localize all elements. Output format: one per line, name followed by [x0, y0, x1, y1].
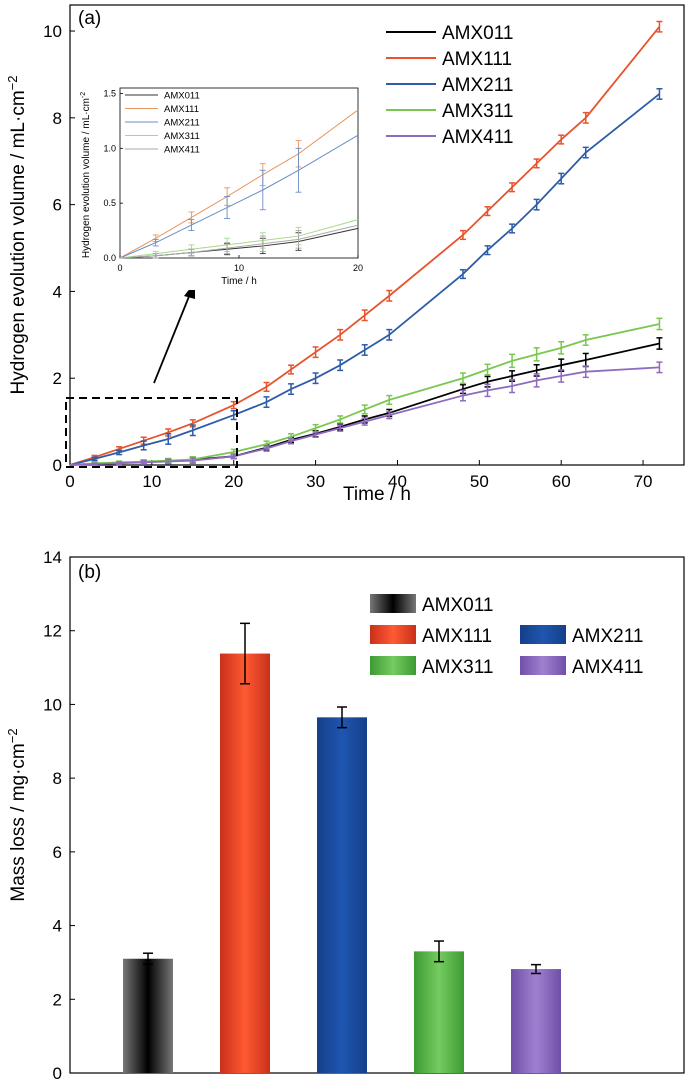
bar-amx411 [511, 969, 561, 1073]
legend-swatch-amx111 [370, 625, 416, 644]
bar-amx211 [317, 717, 367, 1073]
inset-y-axis-label: Hydrogen evolution volume / mL·cm-2 [80, 92, 92, 258]
series-line-amx211 [69, 93, 661, 466]
x-tick-label: 50 [470, 472, 489, 491]
inset-y-tick-label: 1.5 [103, 88, 116, 98]
inset-x-axis-label: Time / h [221, 276, 257, 287]
legend-label-amx111: AMX111 [422, 626, 492, 647]
legend-swatch-amx211 [520, 625, 566, 644]
panel-a-axes: 0 10 20 30 40 50 60 70 0 2 4 6 8 10 [43, 22, 652, 491]
inset-x-tick-label: 20 [353, 263, 363, 273]
x-tick-label: 70 [634, 472, 653, 491]
panel-b-axes: 0 2 4 6 8 10 12 14 [43, 548, 75, 1083]
y-tick-label: 4 [53, 917, 62, 936]
x-tick-label: 30 [306, 472, 325, 491]
zoom-region-box [65, 397, 238, 468]
series-line-amx111 [69, 26, 661, 466]
inset-legend-label-amx011: AMX011 [164, 91, 200, 102]
panel-b-label: (b) [78, 562, 101, 583]
x-tick-label: 60 [552, 472, 571, 491]
x-tick-label: 20 [224, 472, 243, 491]
panel-b-plot-frame [69, 556, 685, 1074]
y-tick-label: 0 [53, 1064, 62, 1083]
legend-label-amx411: AMX411 [442, 127, 513, 148]
legend-label-amx411: AMX411 [572, 657, 643, 678]
bar-amx011 [123, 958, 173, 1073]
series-line-amx411 [69, 366, 660, 466]
legend-label-amx111: AMX111 [442, 49, 512, 70]
bar-amx111 [220, 653, 270, 1073]
y-tick-label: 8 [53, 109, 62, 128]
panel-b-legend: AMX011 AMX111 AMX211 AMX311 AMX411 [370, 594, 643, 678]
inset-y-tick-label: 0.5 [103, 198, 116, 208]
inset-x-tick-label: 0 [117, 263, 122, 273]
y-tick-label: 8 [53, 769, 62, 788]
bar-amx311 [414, 951, 464, 1073]
y-tick-label: 0 [53, 456, 62, 475]
inset-legend-label-amx211: AMX211 [164, 118, 200, 129]
panel-b: (b) 0 2 4 6 8 10 12 14 Mass loss / mg·cm−2 AMX0… [5, 548, 685, 1083]
panel-a-plot-frame [69, 4, 685, 466]
y-tick-label: 4 [53, 282, 62, 301]
y-tick-label: 10 [43, 22, 62, 41]
legend-label-amx011: AMX011 [442, 23, 513, 44]
y-tick-label: 14 [43, 548, 62, 567]
legend-swatch-amx011 [370, 594, 416, 613]
x-tick-label: 0 [65, 472, 74, 491]
inset-legend-label-amx311: AMX311 [164, 131, 200, 142]
inset-y-tick-label: 1.0 [103, 143, 116, 153]
legend-label-amx311: AMX311 [442, 101, 513, 122]
inset-x-tick-label: 10 [234, 263, 244, 273]
panel-a-y-axis-label: Hydrogen evolution volume / mL·cm−2 [5, 76, 29, 395]
legend-swatch-amx411 [520, 656, 566, 675]
panel-a: (a) 0 10 20 30 40 50 60 70 0 2 4 6 8 10 Time / h Hydr… [5, 4, 685, 505]
legend-label-amx311: AMX311 [422, 657, 493, 678]
panel-a-series [69, 20, 663, 466]
y-tick-label: 6 [53, 196, 62, 215]
inset-chart: 0 10 20 0.0 0.5 1.0 1.5 Time / h Hydrogen evol… [75, 75, 367, 290]
zoom-arrow-line [153, 293, 191, 384]
inset-y-tick-label: 0.0 [103, 253, 116, 263]
inset-legend: AMX011 AMX111 AMX211 AMX311 AMX411 [125, 91, 200, 156]
panel-b-y-axis-label: Mass loss / mg·cm−2 [5, 728, 29, 901]
inset-series [119, 109, 359, 259]
inset-axes: 0 10 20 0.0 0.5 1.0 1.5 [103, 88, 363, 273]
panel-b-bars [123, 622, 561, 1073]
panel-a-label: (a) [78, 8, 101, 29]
y-tick-label: 6 [53, 843, 62, 862]
x-tick-label: 10 [142, 472, 161, 491]
panel-a-x-axis-label: Time / h [343, 484, 411, 505]
inset-legend-label-amx411: AMX411 [164, 145, 200, 156]
series-line-amx011 [69, 342, 660, 466]
y-tick-label: 10 [43, 695, 62, 714]
y-tick-label: 2 [53, 369, 62, 388]
inset-legend-label-amx111: AMX111 [164, 104, 199, 115]
legend-label-amx211: AMX211 [442, 75, 513, 96]
legend-label-amx211: AMX211 [572, 626, 643, 647]
y-tick-label: 12 [43, 622, 62, 641]
legend-swatch-amx311 [370, 656, 416, 675]
legend-label-amx011: AMX011 [422, 595, 493, 616]
x-tick-label: 40 [388, 472, 407, 491]
panel-a-legend: AMX011 AMX111 AMX211 AMX311 AMX411 [386, 23, 513, 148]
inset-background [75, 75, 367, 290]
y-tick-label: 2 [53, 990, 62, 1009]
